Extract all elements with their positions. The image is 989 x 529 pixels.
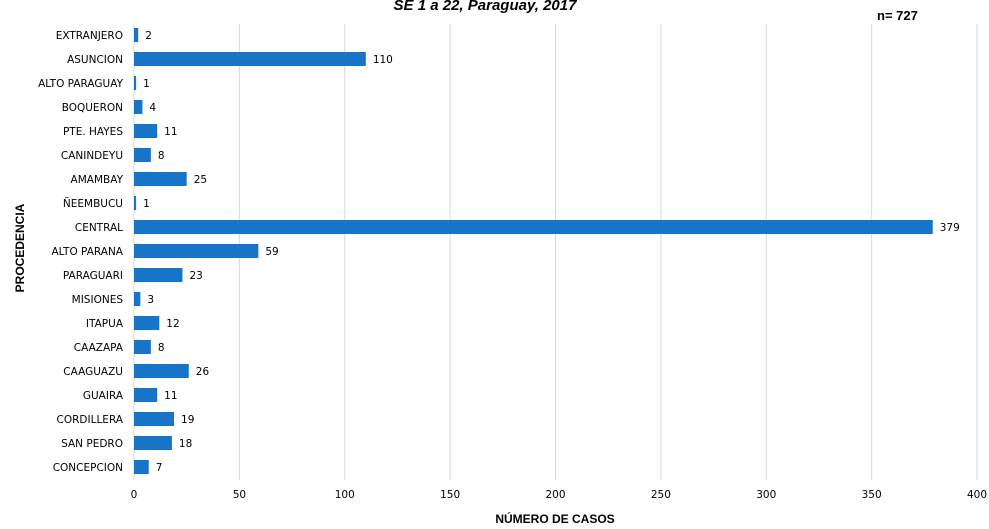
category-label: ALTO PARAGUAY — [38, 78, 124, 90]
value-label: 19 — [181, 414, 194, 426]
value-label: 1 — [143, 78, 150, 90]
value-label: 25 — [194, 174, 207, 186]
value-label: 1 — [143, 198, 150, 210]
bar — [134, 148, 151, 162]
category-label: CANINDEYU — [61, 150, 123, 162]
x-tick-label: 0 — [131, 489, 138, 501]
value-label: 3 — [147, 294, 154, 306]
bar — [134, 28, 139, 42]
bar — [134, 172, 187, 186]
category-label: PARAGUARI — [63, 270, 123, 282]
category-label: CENTRAL — [75, 222, 123, 234]
value-label: 2 — [145, 30, 152, 42]
bar — [134, 412, 175, 426]
bar — [134, 268, 183, 282]
category-label: AMAMBAY — [71, 174, 124, 186]
bar — [134, 76, 137, 90]
bar — [134, 388, 158, 402]
category-label: EXTRANJERO — [56, 30, 123, 42]
bar — [134, 220, 933, 234]
category-label: CAAZAPA — [74, 342, 124, 354]
x-tick-label: 50 — [233, 489, 246, 501]
value-label: 18 — [179, 438, 192, 450]
category-label: ÑEEMBUCU — [63, 197, 123, 210]
x-tick-label: 350 — [862, 489, 882, 501]
category-label: GUAIRA — [83, 390, 124, 402]
y-axis-label: PROCEDENCIA — [13, 203, 27, 292]
bar — [134, 196, 137, 210]
chart-title: SE 1 a 22, Paraguay, 2017 — [394, 0, 578, 14]
value-label: 7 — [156, 462, 163, 474]
category-label: BOQUERON — [62, 102, 123, 114]
bar — [134, 364, 189, 378]
category-label: ASUNCION — [67, 54, 123, 66]
category-label: ALTO PARANA — [51, 246, 123, 258]
value-label: 23 — [189, 270, 202, 282]
category-label: SAN PEDRO — [61, 438, 123, 450]
value-label: 11 — [164, 390, 177, 402]
value-label: 8 — [158, 150, 165, 162]
sample-size-annotation: n= 727 — [877, 8, 918, 23]
x-tick-label: 250 — [651, 489, 671, 501]
x-tick-label: 300 — [756, 489, 776, 501]
bar — [134, 244, 259, 258]
category-label: ITAPUA — [86, 318, 124, 330]
bar — [134, 340, 151, 354]
category-label: PTE. HAYES — [63, 126, 123, 138]
bar — [134, 100, 143, 114]
x-tick-label: 400 — [967, 489, 987, 501]
category-label: MISIONES — [72, 294, 124, 306]
x-axis-label: NÚMERO DE CASOS — [495, 511, 614, 526]
value-label: 8 — [158, 342, 165, 354]
value-label: 26 — [196, 366, 210, 378]
x-tick-label: 200 — [545, 489, 565, 501]
category-label: CAAGUAZU — [63, 366, 123, 378]
value-label: 379 — [940, 222, 960, 234]
bar — [134, 292, 141, 306]
bar — [134, 316, 160, 330]
value-label: 59 — [265, 246, 278, 258]
category-label: CORDILLERA — [57, 414, 124, 426]
bar — [134, 124, 158, 138]
bars — [134, 28, 933, 474]
x-tick-labels: 0 50 100 150 200 250 300 350 400 — [131, 489, 987, 501]
value-label: 110 — [373, 54, 393, 66]
bar — [134, 436, 172, 450]
category-label: CONCEPCION — [53, 462, 123, 474]
grid-lines — [133, 24, 978, 480]
x-tick-label: 150 — [440, 489, 460, 501]
category-labels: EXTRANJERO ASUNCION ALTO PARAGUAY BOQUERON P… — [38, 30, 124, 474]
bar — [134, 52, 366, 66]
value-label: 12 — [166, 318, 179, 330]
value-label: 4 — [149, 102, 156, 114]
bar — [134, 460, 149, 474]
value-label: 11 — [164, 126, 177, 138]
x-tick-label: 100 — [335, 489, 355, 501]
